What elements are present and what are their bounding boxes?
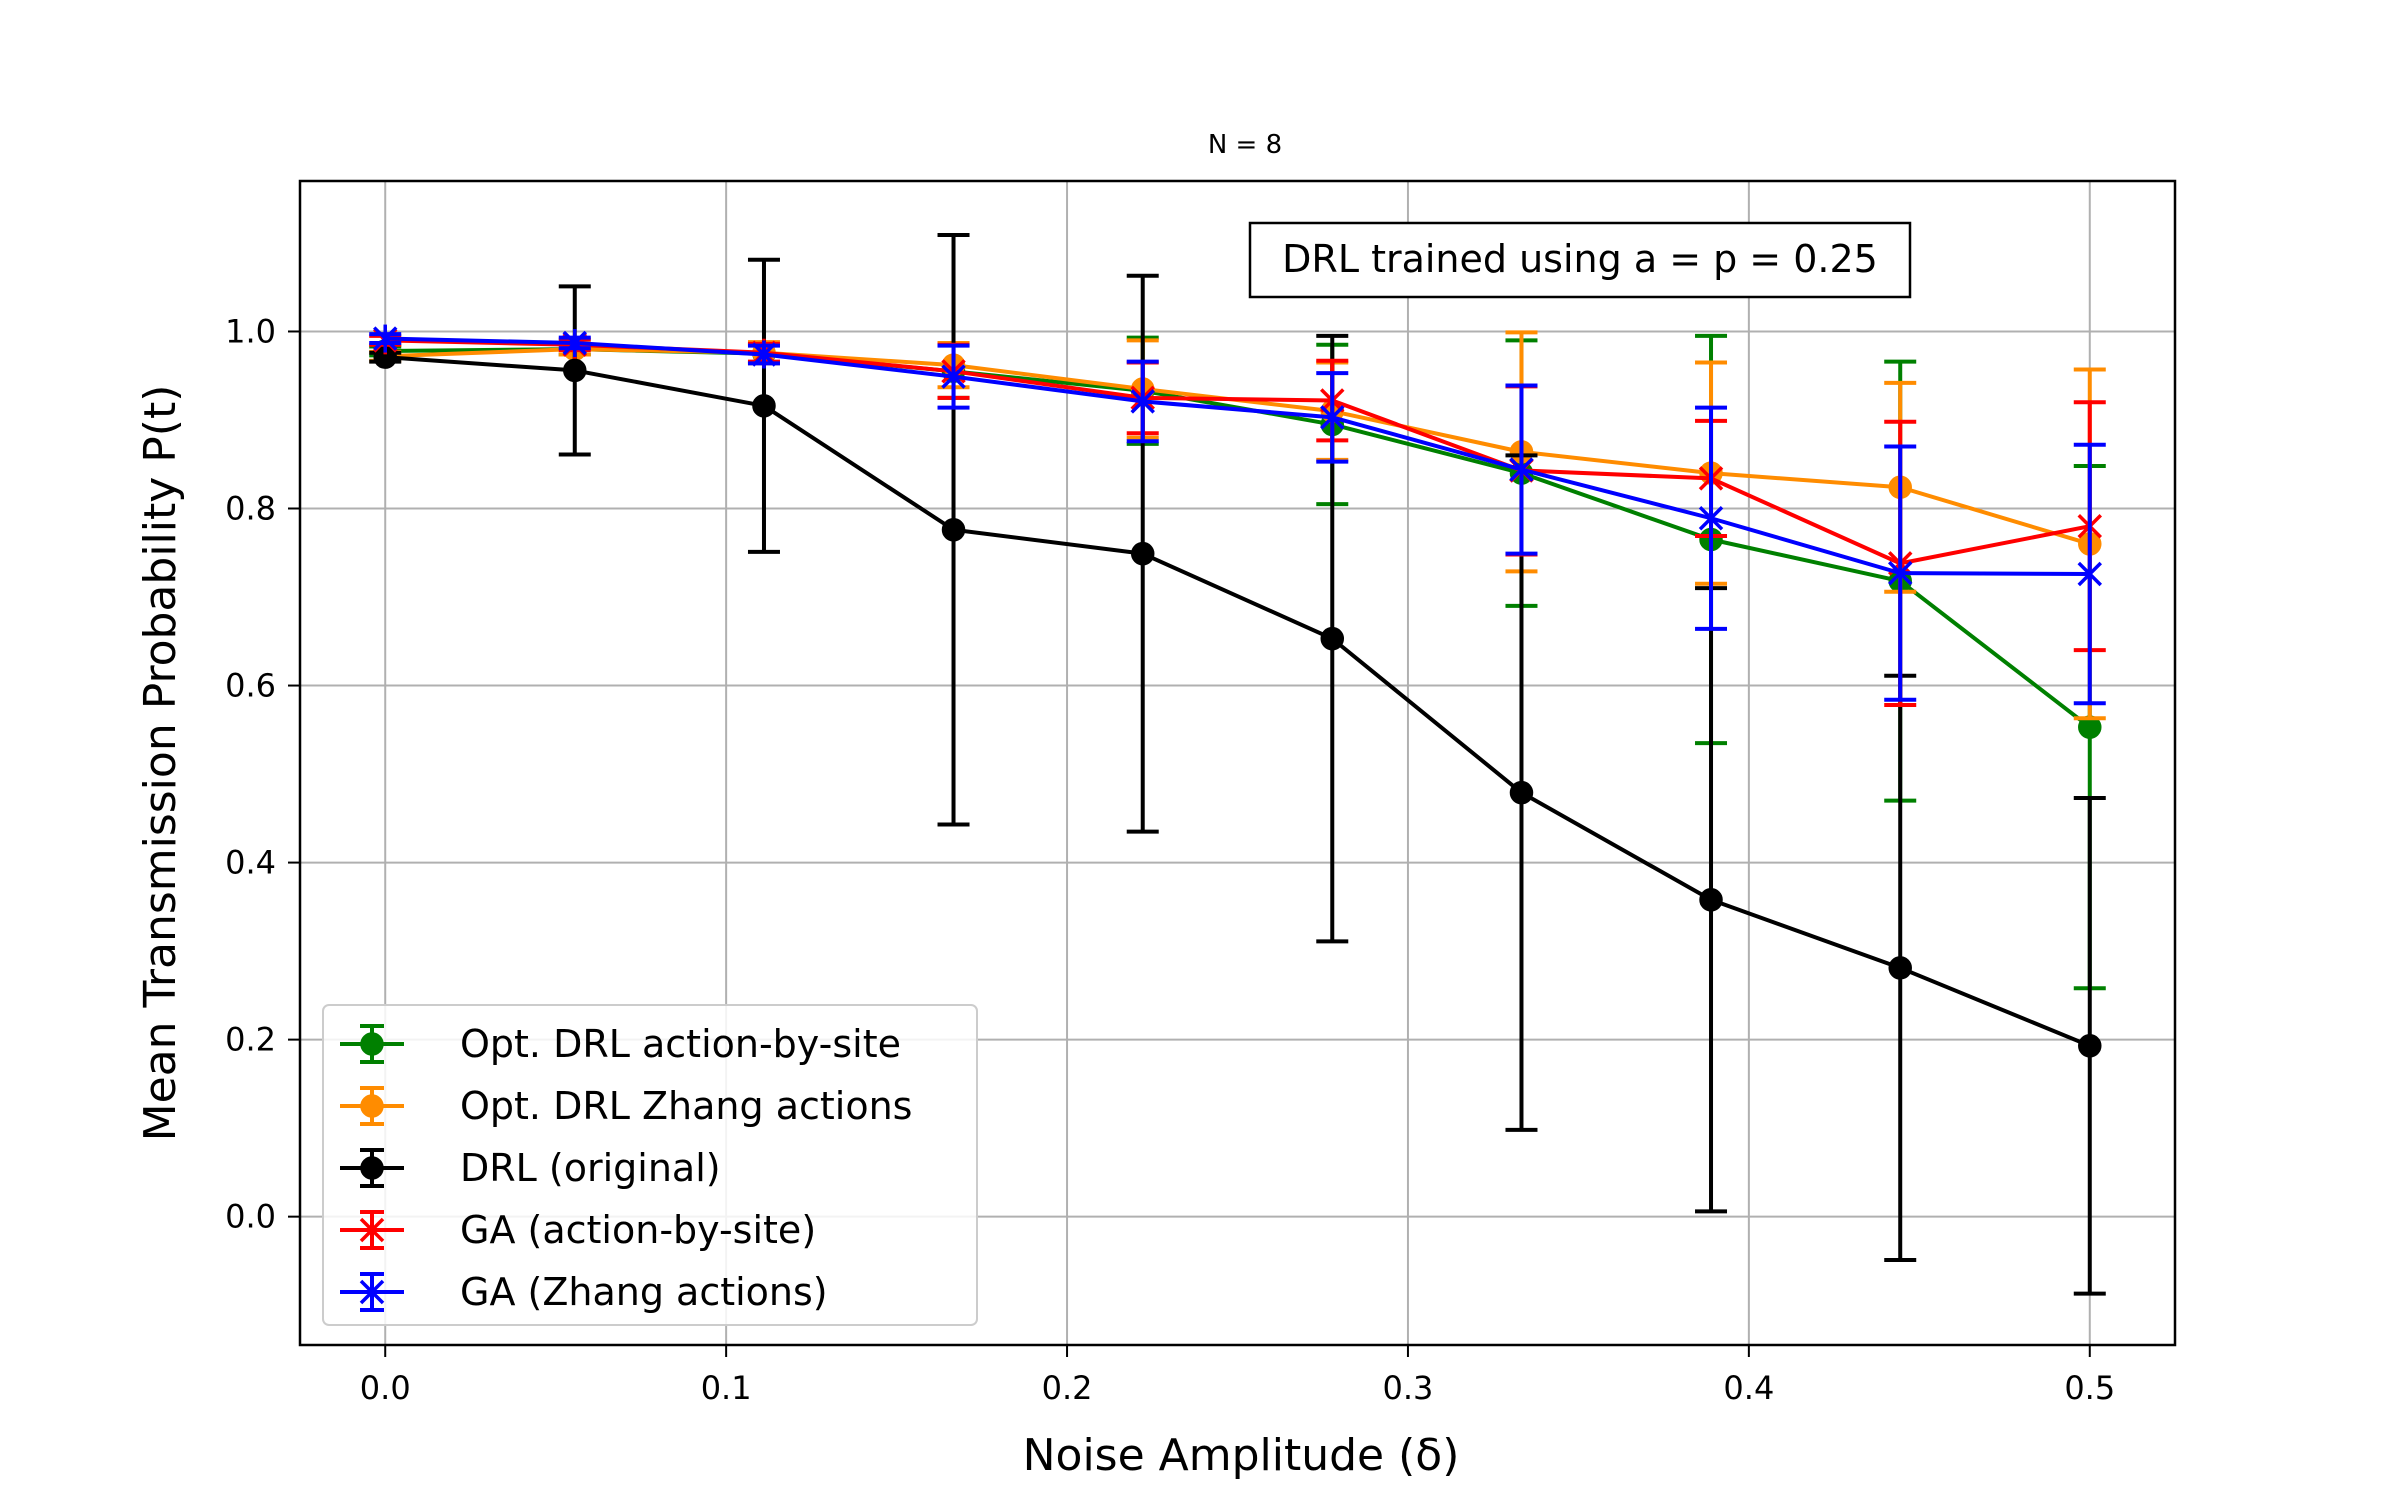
legend: Opt. DRL action-by-site Opt. DRL Zhang ac… [322, 1004, 978, 1326]
annotation-box: DRL trained using a = p = 0.25 [1248, 221, 1912, 299]
data-point [1320, 626, 1345, 651]
legend-marker [360, 1094, 384, 1118]
series-line [385, 347, 2091, 546]
data-point [2077, 560, 2103, 589]
data-point [1130, 541, 1155, 566]
x-axis-label: Noise Amplitude (δ) [1023, 1430, 1460, 1481]
y-tick-label: 1.0 [225, 312, 276, 350]
series-line [385, 338, 2091, 566]
data-point [1887, 559, 1913, 588]
legend-marker [359, 1216, 385, 1244]
y-tick-label: 0.8 [225, 490, 276, 528]
x-tick-label: 0.2 [1042, 1369, 1093, 1407]
x-tick-label: 0.3 [1383, 1369, 1434, 1407]
y-tick-label: 0.6 [225, 667, 276, 705]
legend-item: DRL (original) [340, 1146, 721, 1190]
annotation-frame [1248, 221, 1912, 299]
legend-label: DRL (original) [460, 1146, 721, 1190]
series-line [385, 355, 2091, 1048]
x-tick-label: 0.5 [2064, 1369, 2115, 1407]
data-point [752, 394, 776, 418]
series-0 [369, 333, 2106, 991]
series-line [385, 336, 2090, 577]
chart-title: N = 8 [1208, 130, 1282, 160]
data-point [1509, 780, 1534, 805]
series-line [385, 347, 2091, 729]
data-point [1320, 403, 1345, 432]
x-tick-label: 0.4 [1723, 1369, 1774, 1407]
y-axis-label: Mean Transmission Probability P(t) [135, 385, 186, 1142]
legend-item: Opt. DRL action-by-site [340, 1022, 901, 1066]
legend-item: Opt. DRL Zhang actions [340, 1084, 912, 1128]
series-layer [369, 232, 2106, 1296]
legend-marker [359, 1278, 385, 1306]
data-point [751, 340, 777, 369]
x-tick-label: 0.0 [360, 1369, 411, 1407]
legend-marker [360, 1032, 384, 1056]
data-point [941, 518, 966, 542]
y-tick-label: 0.4 [225, 844, 276, 882]
series-4 [369, 324, 2106, 706]
x-tick-label: 0.1 [701, 1369, 752, 1407]
annotation-text: DRL trained using a = p = 0.25 [1282, 237, 1878, 281]
plot-area-frame [298, 179, 2177, 1347]
legend-label: Opt. DRL action-by-site [460, 1022, 901, 1066]
legend-item: GA (action-by-site) [340, 1208, 816, 1252]
series-2 [369, 232, 2106, 1296]
y-tick-label: 0.0 [225, 1198, 276, 1236]
y-tick-label: 0.2 [225, 1021, 276, 1059]
data-point [1888, 956, 1912, 980]
legend-item: GA (Zhang actions) [340, 1270, 828, 1314]
legend-frame [322, 1004, 978, 1326]
data-point [2078, 1034, 2102, 1058]
data-point [1698, 504, 1724, 533]
data-point [372, 324, 398, 353]
legend-label: GA (action-by-site) [460, 1208, 816, 1252]
data-point [1699, 888, 1723, 912]
series-1 [369, 330, 2106, 721]
data-point [562, 328, 588, 357]
data-point [941, 362, 966, 391]
data-point [1130, 387, 1155, 416]
legend-label: GA (Zhang actions) [460, 1270, 828, 1314]
data-point [563, 358, 587, 383]
data-point [1509, 455, 1534, 484]
legend-label: Opt. DRL Zhang actions [460, 1084, 912, 1128]
legend-marker [360, 1156, 384, 1180]
legend-items: Opt. DRL action-by-site Opt. DRL Zhang ac… [340, 1022, 912, 1314]
series-3 [369, 326, 2106, 708]
axis-ticks: 0.0 0.1 0.2 0.3 0.4 0.5 0.0 0.2 0.4 0.6 0.8 1.0 [225, 312, 2115, 1407]
